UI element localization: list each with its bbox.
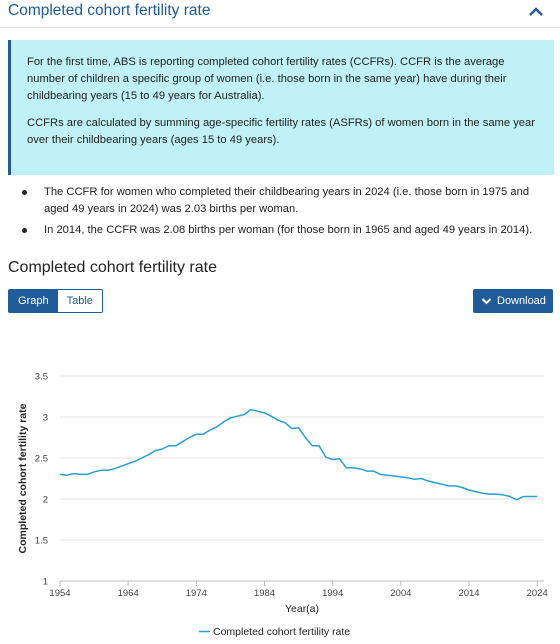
legend-label[interactable]: Completed cohort fertility rate bbox=[213, 626, 350, 638]
y-tick-label: 2 bbox=[43, 495, 48, 506]
chart-heading: Completed cohort fertility rate bbox=[8, 259, 217, 276]
x-tick-label: 2004 bbox=[390, 588, 411, 599]
list-item: In 2014, the CCFR was 2.08 births per wo… bbox=[22, 222, 547, 239]
line-chart: 1 1.5 2 2.5 3 3.5 1954 1964 1974 1984 1994 2004 2014… bbox=[17, 372, 548, 639]
info-callout: For the first time, ABS is reporting com… bbox=[8, 40, 554, 175]
y-tick-label: 3.5 bbox=[35, 372, 48, 383]
callout-paragraph: CCFRs are calculated by summing age-spec… bbox=[27, 117, 535, 146]
x-tick-label: 1954 bbox=[49, 588, 70, 599]
series-line bbox=[59, 408, 538, 501]
key-points-list: The CCFR for women who completed their c… bbox=[22, 184, 547, 243]
x-tick-label: 1964 bbox=[118, 588, 139, 599]
download-label: Download bbox=[497, 295, 546, 307]
tab-graph[interactable]: Graph bbox=[9, 290, 58, 312]
x-tick-label: 2014 bbox=[458, 588, 479, 599]
y-tick-label: 1.5 bbox=[35, 536, 48, 547]
view-toggle: Graph Table bbox=[8, 289, 103, 313]
callout-paragraph: For the first time, ABS is reporting com… bbox=[27, 56, 507, 102]
accordion-divider bbox=[0, 27, 560, 28]
accordion-header[interactable]: Completed cohort fertility rate bbox=[0, 0, 560, 30]
x-tick-label: 1984 bbox=[254, 588, 275, 599]
download-button[interactable]: Download bbox=[473, 289, 553, 313]
y-tick-label: 3 bbox=[43, 413, 48, 424]
tab-table[interactable]: Table bbox=[57, 290, 102, 312]
x-tick-label: 1994 bbox=[322, 588, 343, 599]
y-axis-title: Completed cohort fertility rate bbox=[17, 403, 29, 553]
chevron-down-icon bbox=[481, 289, 492, 322]
chevron-up-icon[interactable] bbox=[526, 4, 546, 20]
y-tick-label: 2.5 bbox=[35, 454, 48, 465]
y-tick-label: 1 bbox=[43, 577, 48, 588]
x-tick-label: 1974 bbox=[186, 588, 207, 599]
list-item: The CCFR for women who completed their c… bbox=[22, 184, 547, 218]
x-tick-label: 2024 bbox=[527, 588, 548, 599]
x-axis-title: Year(a) bbox=[285, 603, 319, 615]
accordion-title[interactable]: Completed cohort fertility rate bbox=[8, 2, 211, 19]
